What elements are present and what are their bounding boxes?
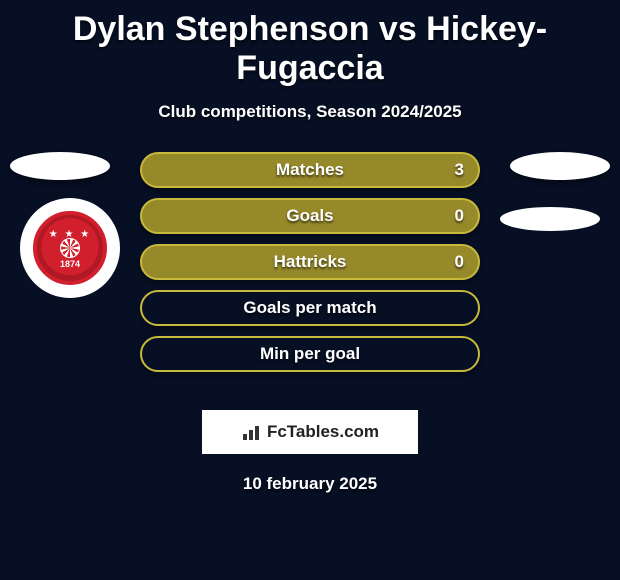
page-title: Dylan Stephenson vs Hickey-Fugaccia	[0, 0, 620, 88]
stat-bar: Hattricks 0	[140, 244, 480, 280]
crest-year: 1874	[60, 259, 80, 269]
page-subtitle: Club competitions, Season 2024/2025	[0, 102, 620, 122]
stat-bar-label: Matches	[276, 160, 344, 180]
stat-bar: Goals per match	[140, 290, 480, 326]
stat-bar-label: Goals	[286, 206, 333, 226]
club-right-placeholder	[500, 207, 600, 231]
footer-date: 10 february 2025	[0, 474, 620, 494]
crest-ball-icon	[60, 238, 80, 258]
bar-chart-icon	[241, 424, 261, 440]
crest-stars: ★ ★ ★	[49, 229, 91, 240]
brand-banner[interactable]: FcTables.com	[202, 410, 418, 454]
stat-bar: Goals 0	[140, 198, 480, 234]
stat-bar-label: Min per goal	[260, 344, 360, 364]
stat-bar-label: Goals per match	[243, 298, 376, 318]
player-left-placeholder	[10, 152, 110, 180]
comparison-arena: ★ ★ ★ 1874 Matches3Goals0Hattricks0Goals…	[0, 152, 620, 392]
stat-bar: Min per goal	[140, 336, 480, 372]
player-right-placeholder	[510, 152, 610, 180]
stat-bar-label: Hattricks	[274, 252, 347, 272]
stat-bar-value: 0	[455, 252, 464, 272]
stat-bar-value: 0	[455, 206, 464, 226]
stat-bars: Matches 3 Goals 0 Hattricks 0 Goals per match M…	[140, 152, 480, 382]
brand-label: FcTables.com	[267, 422, 379, 442]
stat-bar: Matches 3	[140, 152, 480, 188]
stat-bar-value: 3	[455, 160, 464, 180]
club-crest-icon: ★ ★ ★ 1874	[33, 211, 107, 285]
club-left-badge: ★ ★ ★ 1874	[20, 198, 120, 298]
